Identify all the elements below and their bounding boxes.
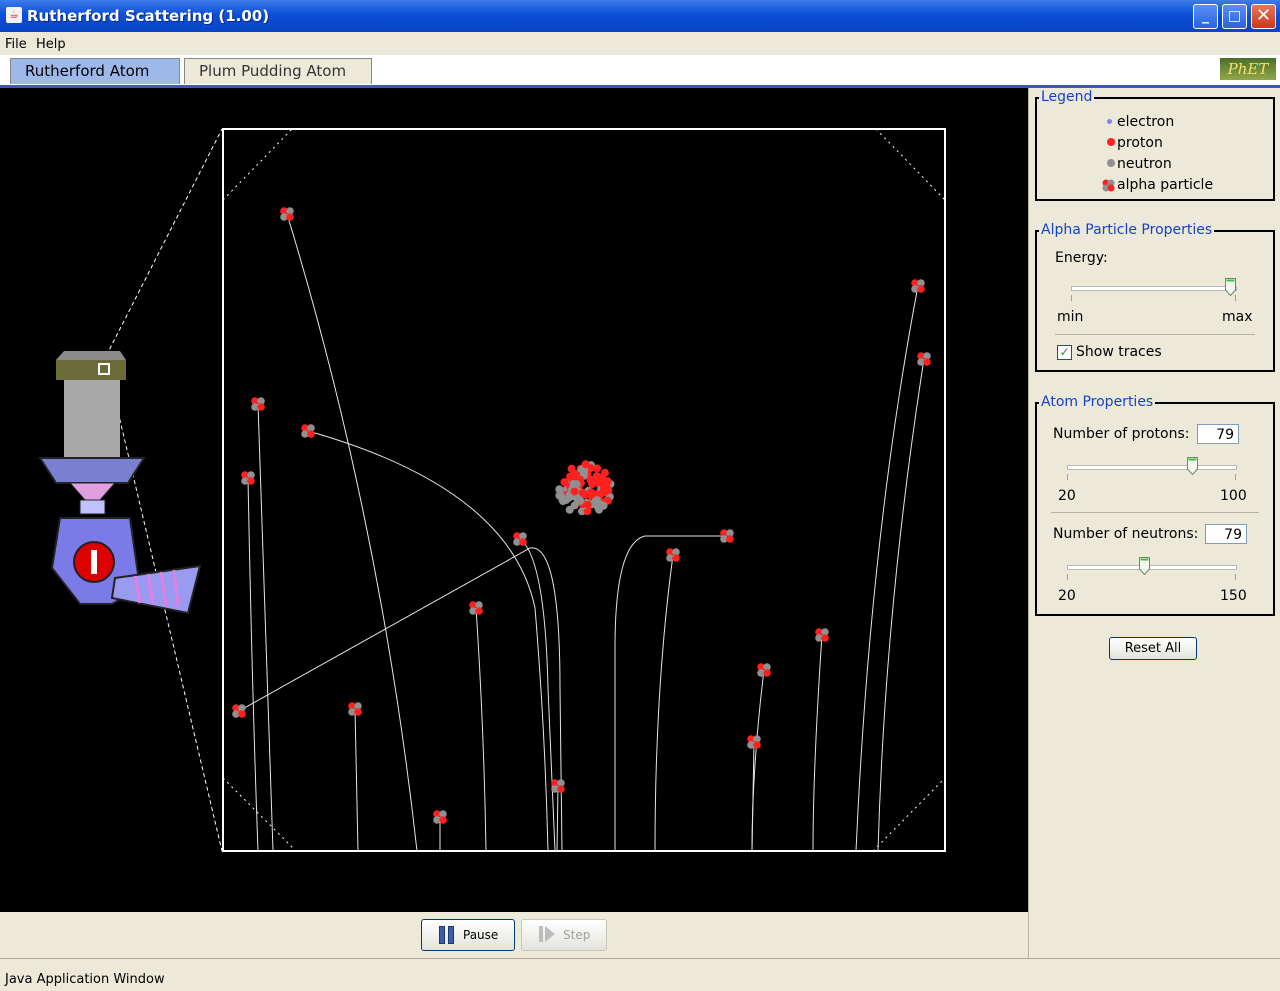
alpha-particles	[232, 207, 931, 824]
maximize-button[interactable]: □	[1222, 4, 1247, 29]
nucleon	[569, 480, 578, 488]
neutrons-input[interactable]: 79	[1205, 524, 1247, 544]
atom-properties-group: Atom Properties Number of protons: 79 20…	[1035, 394, 1275, 616]
alpha-properties-group: Alpha Particle Properties Energy: min ma…	[1035, 222, 1275, 372]
tab-rutherford-atom[interactable]: Rutherford Atom	[10, 58, 180, 84]
particle-traces	[238, 213, 925, 852]
alpha-particle	[348, 702, 362, 716]
nucleon	[595, 505, 603, 514]
neutrons-max-label: 150	[1220, 588, 1247, 604]
alpha-particle	[241, 471, 255, 485]
neutrons-slider-thumb[interactable]	[1139, 557, 1150, 575]
gold-nucleus	[555, 460, 615, 516]
protons-max-label: 100	[1220, 488, 1247, 504]
minimize-button[interactable]: _	[1193, 4, 1218, 29]
alpha-particle	[232, 704, 246, 718]
legend-alpha-particle: alpha particle	[1102, 177, 1213, 193]
nucleon	[565, 505, 574, 514]
tab-plum-pudding-atom[interactable]: Plum Pudding Atom	[184, 58, 372, 84]
nucleon	[560, 478, 569, 486]
protons-min-label: 20	[1058, 488, 1076, 504]
pause-icon	[439, 926, 445, 944]
alpha-particle	[280, 207, 294, 221]
neutrons-label: Number of neutrons:	[1053, 526, 1199, 542]
atom-properties-title: Atom Properties	[1039, 394, 1156, 410]
close-button[interactable]: ✕	[1251, 4, 1276, 29]
protons-input[interactable]: 79	[1197, 424, 1239, 444]
alpha-particle	[251, 397, 265, 411]
alpha-gun[interactable]	[38, 351, 202, 615]
energy-max-label: max	[1222, 309, 1253, 325]
nucleon	[593, 464, 601, 473]
show-traces-checkbox[interactable]: ✓	[1057, 345, 1072, 360]
energy-slider-thumb[interactable]	[1224, 278, 1236, 296]
protons-slider-thumb[interactable]	[1187, 457, 1198, 475]
legend-electron: electron	[1107, 114, 1174, 130]
alpha-particle	[917, 352, 931, 366]
protons-slider-track[interactable]	[1067, 465, 1237, 470]
title-bar: ☕ Rutherford Scattering (1.00) _ □ ✕	[0, 0, 1280, 32]
java-app-icon: ☕	[6, 7, 22, 23]
window-title: Rutherford Scattering (1.00)	[27, 7, 270, 25]
step-button[interactable]: Step	[521, 919, 607, 951]
nucleon	[555, 485, 564, 494]
nucleon	[600, 468, 609, 477]
step-label: Step	[563, 928, 591, 942]
alpha-particle-icon	[1102, 179, 1115, 192]
menu-bar: File Help	[0, 33, 1280, 55]
nucleon	[581, 460, 590, 469]
step-icon	[539, 926, 543, 942]
nucleon	[602, 485, 611, 494]
energy-min-label: min	[1057, 309, 1084, 325]
nucleon	[581, 490, 590, 499]
control-panel: Legend electron proton neutron alpha par…	[1028, 88, 1280, 958]
alpha-particle	[720, 529, 734, 543]
alpha-particle	[469, 601, 483, 615]
neutrons-slider-track[interactable]	[1067, 565, 1237, 570]
reset-all-button[interactable]: Reset All	[1109, 637, 1197, 660]
pause-button[interactable]: Pause	[421, 919, 515, 951]
zoom-box	[222, 128, 946, 852]
nucleon	[571, 469, 579, 478]
nucleon	[576, 496, 585, 505]
neutrons-min-label: 20	[1058, 588, 1076, 604]
phet-logo[interactable]: PhET	[1220, 58, 1276, 80]
energy-slider-track[interactable]	[1071, 286, 1237, 291]
alpha-particle	[666, 548, 680, 562]
neutron-icon	[1107, 159, 1115, 167]
menu-file[interactable]: File	[5, 37, 27, 52]
clock-controls: Pause Step	[0, 912, 1028, 958]
status-bar: Java Application Window	[0, 958, 1280, 991]
proton-icon	[1107, 138, 1115, 146]
alpha-particle	[433, 810, 447, 824]
tab-bar: Rutherford Atom Plum Pudding Atom PhET	[0, 55, 1280, 88]
simulation-canvas	[0, 88, 1028, 912]
nucleon	[588, 480, 597, 489]
nucleon	[591, 497, 600, 506]
nucleon	[558, 497, 567, 506]
protons-label: Number of protons:	[1053, 426, 1190, 442]
menu-help[interactable]: Help	[36, 37, 66, 52]
alpha-particle	[911, 279, 925, 293]
alpha-particle	[301, 424, 315, 438]
alpha-properties-title: Alpha Particle Properties	[1039, 222, 1215, 238]
alpha-particle	[513, 532, 527, 546]
nucleon	[593, 475, 602, 484]
legend-title: Legend	[1039, 89, 1095, 105]
legend-proton: proton	[1107, 135, 1163, 151]
legend-group: Legend electron proton neutron alpha par…	[1035, 89, 1275, 201]
scattering-view	[38, 128, 946, 852]
energy-label: Energy:	[1055, 250, 1108, 266]
alpha-particle	[551, 779, 565, 793]
nucleon	[570, 487, 579, 496]
alpha-particle	[815, 628, 829, 642]
alpha-particle	[747, 735, 761, 749]
nucleon	[580, 466, 589, 475]
electron-icon	[1107, 119, 1112, 124]
legend-neutron: neutron	[1107, 156, 1172, 172]
alpha-particle	[757, 663, 771, 677]
pause-label: Pause	[463, 928, 499, 942]
status-text: Java Application Window	[5, 972, 165, 987]
show-traces-label[interactable]: Show traces	[1076, 344, 1162, 360]
